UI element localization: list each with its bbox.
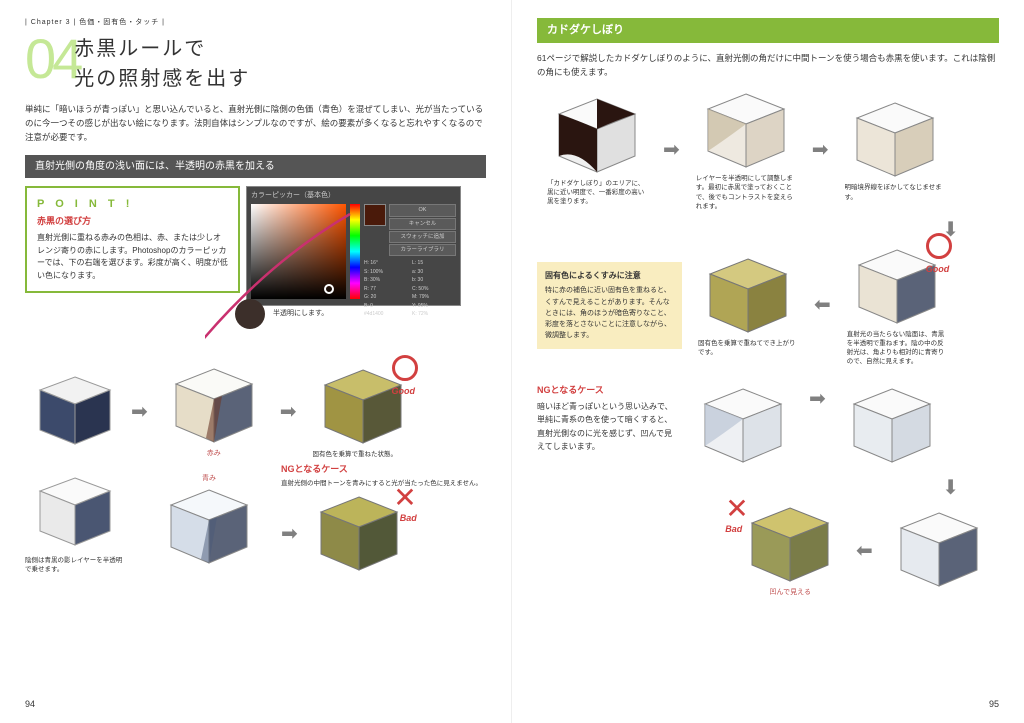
cube-row-2: 陰側は青黒の影レイヤーを半透明で乗せます。 青み NGとなるケース 直射光側の中… (25, 463, 486, 581)
page-right: カドダケしぼり 61ページで解説したカドダケしぼりのように、直射光側の角だけに中… (512, 0, 1024, 723)
cube-shade-base: 陰側は青黒の影レイヤーを半透明で乗せます。 (25, 471, 125, 574)
point-and-picker: P O I N T ! 赤黒の選び方 直射光側に重ねる赤みの色相は、赤、または少… (25, 186, 486, 306)
good-caption: 固有色を乗算で重ねた状態。 (313, 450, 413, 459)
ng-title: NGとなるケース (281, 463, 486, 477)
r-cap-3: 明暗境界線をぼかしてなじませます。 (845, 183, 945, 201)
picker-gradient (251, 204, 346, 299)
section-number: 04 (25, 34, 79, 84)
picker-controls: OK キャンセル スウォッチに追加 カラーライブラリ H: 16°L: 15 S… (364, 204, 456, 299)
bad-x-icon: ✕ (725, 493, 748, 524)
title-block: 赤黒ルールで 光の照射感を出す (74, 34, 250, 94)
r-cap-4: 固有色を乗算で重ねてでき上がりです。 (698, 339, 798, 357)
header: 04 赤黒ルールで 光の照射感を出す (25, 34, 486, 94)
point-text: 直射光側に重ねる赤みの色相は、赤、または少しオレンジ寄りの赤にします。Photo… (37, 232, 228, 283)
good-label: Good (392, 385, 418, 399)
arrow-icon: ➡ (281, 519, 298, 549)
r-cap-1: 「カドダケしぼり」のエリアに、黒に近い明度で、一番彩度の高い黒を塗ります。 (547, 179, 647, 206)
aomi-label: 青み (202, 474, 216, 485)
intro-text: 単純に「暗いほうが青っぽい」と思い込んでいると、直射光側に陰側の色価（青色）を混… (25, 102, 486, 145)
cube-shadow (30, 372, 120, 452)
arrow-icon: ➡ (856, 536, 873, 566)
picker-swatch (364, 204, 386, 226)
point-subtitle: 赤黒の選び方 (37, 215, 228, 229)
arrow-down-icon: ⬇ (942, 473, 959, 503)
r-row-2: 固有色によるくすみに注意 特に赤の補色に近い固有色を重ねると、くすんで見えること… (537, 245, 999, 366)
cube-lit-block: 赤み (154, 364, 274, 460)
section-bar-1: 直射光側の角度の浅い面には、半透明の赤黒を加える (25, 155, 486, 178)
r-ng-row-2: ✕Bad 凹んで見える ➡ (537, 503, 999, 599)
arrow-icon: ➡ (280, 397, 297, 427)
arrow-icon: ➡ (814, 290, 831, 320)
chapter-label: | Chapter 3 | 色価・固有色・タッチ | (25, 18, 486, 29)
picker-cursor (324, 284, 334, 294)
r-ng-row: NGとなるケース 暗いほど青っぽいという思い込みで、単純に青系の色を使って暗くす… (537, 384, 999, 469)
cube-good-block: Good 固有色を乗算で重ねた状態。 (303, 365, 423, 459)
r-ng-cube-2 (832, 384, 952, 469)
cube-shadow-block (25, 369, 125, 454)
arrow-icon: ➡ (663, 135, 680, 165)
r-ng-title: NGとなるケース (537, 384, 677, 398)
cube-ng-blue: 青み (149, 474, 269, 570)
picker-cancel-button[interactable]: キャンセル (389, 218, 456, 230)
r-cap-2: レイヤーを半透明にして調整します。最初に赤黒で塗っておくことで、後でもコントラス… (696, 174, 796, 210)
r-cube-4: 固有色を乗算で重ねてでき上がりです。 (688, 254, 808, 357)
picker-lib-button[interactable]: カラーライブラリ (389, 244, 456, 256)
cube-lit-redcorner (164, 364, 264, 449)
r-ng-cube-bad: ✕Bad 凹んで見える (730, 503, 850, 599)
shade-caption: 陰側は青黒の影レイヤーを半透明で乗せます。 (25, 556, 125, 574)
right-intro: 61ページで解説したカドダケしぼりのように、直射光側の角だけに中間トーンを使う場… (537, 51, 999, 80)
ybox-title: 固有色によるくすみに注意 (545, 270, 674, 283)
r-ng-cube-3 (879, 508, 999, 593)
title-line-2: 光の照射感を出す (74, 64, 250, 94)
r-row-1: 「カドダケしぼり」のエリアに、黒に近い明度で、一番彩度の高い黒を塗ります。 ➡ … (537, 89, 999, 210)
r-cube-1: 「カドダケしぼり」のエリアに、黒に近い明度で、一番彩度の高い黒を塗ります。 (537, 94, 657, 206)
yellow-note-box: 固有色によるくすみに注意 特に赤の補色に近い固有色を重ねると、くすんで見えること… (537, 262, 682, 350)
bad-label: Bad (725, 523, 748, 537)
color-picker: カラーピッカー（基本色） OK キャンセル スウォッチに追加 カラーライブラリ (246, 186, 461, 306)
cube-base (30, 473, 120, 553)
picker-add-button[interactable]: スウォッチに追加 (389, 231, 456, 243)
r-cube-3: 明暗境界線をぼかしてなじませます。 (835, 98, 955, 201)
page-left: | Chapter 3 | 色価・固有色・タッチ | 04 赤黒ルールで 光の照… (0, 0, 512, 723)
picker-ok-button[interactable]: OK (389, 204, 456, 216)
r-cube-5-good: Good 直射光の当たらない陰面は、青黒を半透明で重ねます。陰の中の反射光は、角… (837, 245, 957, 366)
half-transparent-label: 半透明にします。 (273, 309, 328, 320)
point-title: P O I N T ! (37, 196, 228, 213)
title-line-1: 赤黒ルールで (74, 34, 250, 64)
bad-x-icon: ✕ (393, 482, 416, 513)
picker-values: H: 16°L: 15 S: 100%a: 30 B: 30%b: 30 R: … (364, 260, 456, 319)
concave-label: 凹んで見える (770, 588, 811, 599)
r-ng-text: 暗いほど青っぽいという思い込みで、単純に青系の色を使って暗くすると、直射光側なの… (537, 400, 677, 454)
good-circle-icon (392, 355, 418, 381)
ng-text: 直射光側の中間トーンを青みにすると光が当たった色に見えません。 (281, 479, 486, 488)
ybox-text: 特に赤の補色に近い固有色を重ねると、くすんで見えることがあります。そんなときには… (545, 285, 674, 341)
page-number-left: 94 (25, 698, 35, 712)
section-bar-right: カドダケしぼり (537, 18, 999, 43)
arrow-icon: ➡ (131, 397, 148, 427)
akami-label: 赤み (207, 449, 221, 460)
arrow-icon: ➡ (812, 135, 829, 165)
picker-hue-strip (350, 204, 360, 299)
r-cube-2: レイヤーを半透明にして調整します。最初に赤黒で塗っておくことで、後でもコントラス… (686, 89, 806, 210)
bad-label: Bad (393, 512, 416, 526)
r-cap-5: 直射光の当たらない陰面は、青黒を半透明で重ねます。陰の中の反射光は、角よりも相対… (847, 330, 947, 366)
page-number-right: 95 (989, 698, 999, 712)
good-label: Good (926, 263, 952, 277)
cube-row-1: ➡ 赤み ➡ Good 固有色を乗算で重ねた状態。 (25, 364, 486, 460)
cube-bad-block: ✕Bad (304, 492, 414, 577)
r-ng-cube-1 (683, 384, 803, 469)
good-circle-icon (926, 233, 952, 259)
cube-blue-tint (159, 485, 259, 570)
point-box: P O I N T ! 赤黒の選び方 直射光側に重ねる赤みの色相は、赤、または少… (25, 186, 240, 293)
dark-circle-swatch (235, 299, 265, 334)
picker-title: カラーピッカー（基本色） (251, 191, 456, 202)
arrow-icon: ➡ (809, 384, 826, 414)
